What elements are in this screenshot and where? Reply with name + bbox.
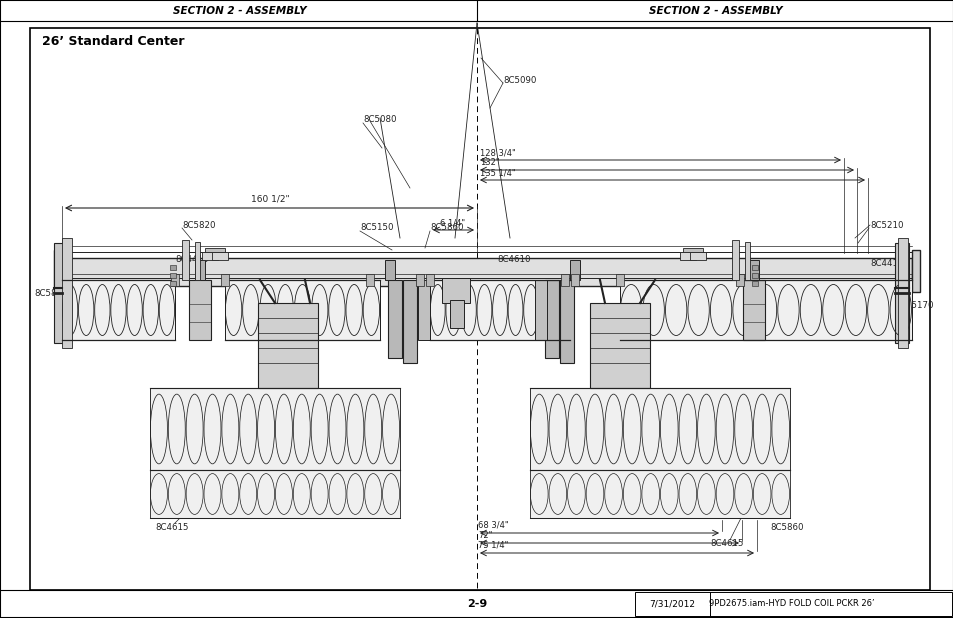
Bar	[212, 252, 228, 260]
Bar	[571, 274, 578, 286]
Bar	[194, 242, 200, 280]
Bar	[171, 274, 179, 286]
Text: 8C5860: 8C5860	[769, 523, 802, 533]
Bar	[560, 274, 568, 286]
Text: 8C4410: 8C4410	[174, 255, 209, 265]
Bar	[54, 243, 68, 343]
Text: 26’ Standard Center: 26’ Standard Center	[42, 35, 184, 48]
Bar	[189, 280, 211, 340]
Text: 6 1/4": 6 1/4"	[440, 218, 465, 227]
Text: 68 3/4": 68 3/4"	[477, 521, 508, 530]
Bar	[742, 280, 764, 340]
Bar	[616, 274, 623, 286]
Bar	[225, 280, 379, 340]
Bar	[894, 243, 908, 343]
Bar	[635, 592, 951, 616]
Bar	[150, 470, 399, 518]
Text: 8C5080: 8C5080	[363, 116, 396, 124]
Bar	[194, 260, 205, 280]
Bar	[366, 274, 374, 286]
Text: 8K7033: 8K7033	[430, 310, 462, 318]
Bar	[744, 242, 749, 280]
Text: 8C4610: 8C4610	[497, 255, 530, 265]
Text: SECTION 2 - ASSEMBLY: SECTION 2 - ASSEMBLY	[648, 6, 782, 16]
Text: 7/31/2012: 7/31/2012	[648, 599, 695, 609]
Bar	[170, 281, 175, 286]
Text: 8C4615: 8C4615	[709, 538, 742, 548]
Bar	[530, 388, 789, 470]
Bar	[751, 281, 758, 286]
Bar	[911, 250, 919, 292]
Bar	[559, 280, 574, 363]
Bar	[385, 260, 395, 280]
Text: 2-9: 2-9	[466, 599, 487, 609]
Bar	[689, 252, 705, 260]
Bar	[170, 273, 175, 278]
Text: 8C5170: 8C5170	[899, 300, 933, 310]
Bar	[388, 280, 401, 358]
Bar	[569, 260, 579, 280]
Text: 72": 72"	[477, 531, 492, 540]
Bar	[62, 280, 174, 340]
Text: 132": 132"	[479, 158, 499, 167]
Bar	[417, 280, 430, 340]
Text: 8C5860: 8C5860	[430, 224, 463, 232]
Bar	[150, 388, 399, 470]
Bar	[416, 274, 423, 286]
Text: 8C5090: 8C5090	[502, 75, 536, 85]
Bar	[589, 303, 649, 388]
Bar	[731, 240, 739, 280]
Bar	[170, 265, 175, 270]
Bar	[897, 238, 907, 348]
Text: 8C5150: 8C5150	[359, 224, 393, 232]
Bar	[735, 274, 743, 286]
Bar	[257, 303, 317, 388]
Text: 8C5820: 8C5820	[182, 221, 215, 229]
Bar	[530, 470, 789, 518]
Bar	[62, 258, 911, 286]
Bar	[441, 278, 470, 303]
Bar	[751, 273, 758, 278]
Bar	[450, 300, 463, 328]
Bar	[221, 274, 229, 286]
Text: 8C5840: 8C5840	[34, 289, 68, 297]
Text: SECTION 2 - ASSEMBLY: SECTION 2 - ASSEMBLY	[173, 6, 307, 16]
Bar	[751, 265, 758, 270]
Text: 135 1/4": 135 1/4"	[479, 168, 515, 177]
Text: 8C4615: 8C4615	[154, 523, 189, 533]
Bar	[679, 252, 696, 260]
Text: 9PD2675.iam-HYD FOLD COIL PCKR 26’: 9PD2675.iam-HYD FOLD COIL PCKR 26’	[708, 599, 874, 609]
Bar	[426, 274, 434, 286]
Bar	[182, 240, 189, 280]
Bar	[62, 238, 71, 348]
Text: 160 1/2": 160 1/2"	[251, 195, 289, 204]
Bar	[619, 280, 911, 340]
Bar	[430, 280, 569, 340]
Bar	[54, 250, 62, 292]
Bar	[202, 252, 218, 260]
Bar	[748, 260, 759, 280]
Text: 8C4410: 8C4410	[869, 258, 902, 268]
Bar	[402, 280, 416, 363]
Bar	[682, 248, 702, 252]
Text: 8C5200: 8C5200	[832, 328, 865, 336]
Text: 75 1/4": 75 1/4"	[477, 541, 508, 550]
Bar	[544, 280, 558, 358]
Bar	[205, 248, 225, 252]
Bar	[535, 280, 546, 340]
Text: 8C5210: 8C5210	[869, 221, 902, 229]
Text: 128 3/4": 128 3/4"	[479, 148, 516, 157]
